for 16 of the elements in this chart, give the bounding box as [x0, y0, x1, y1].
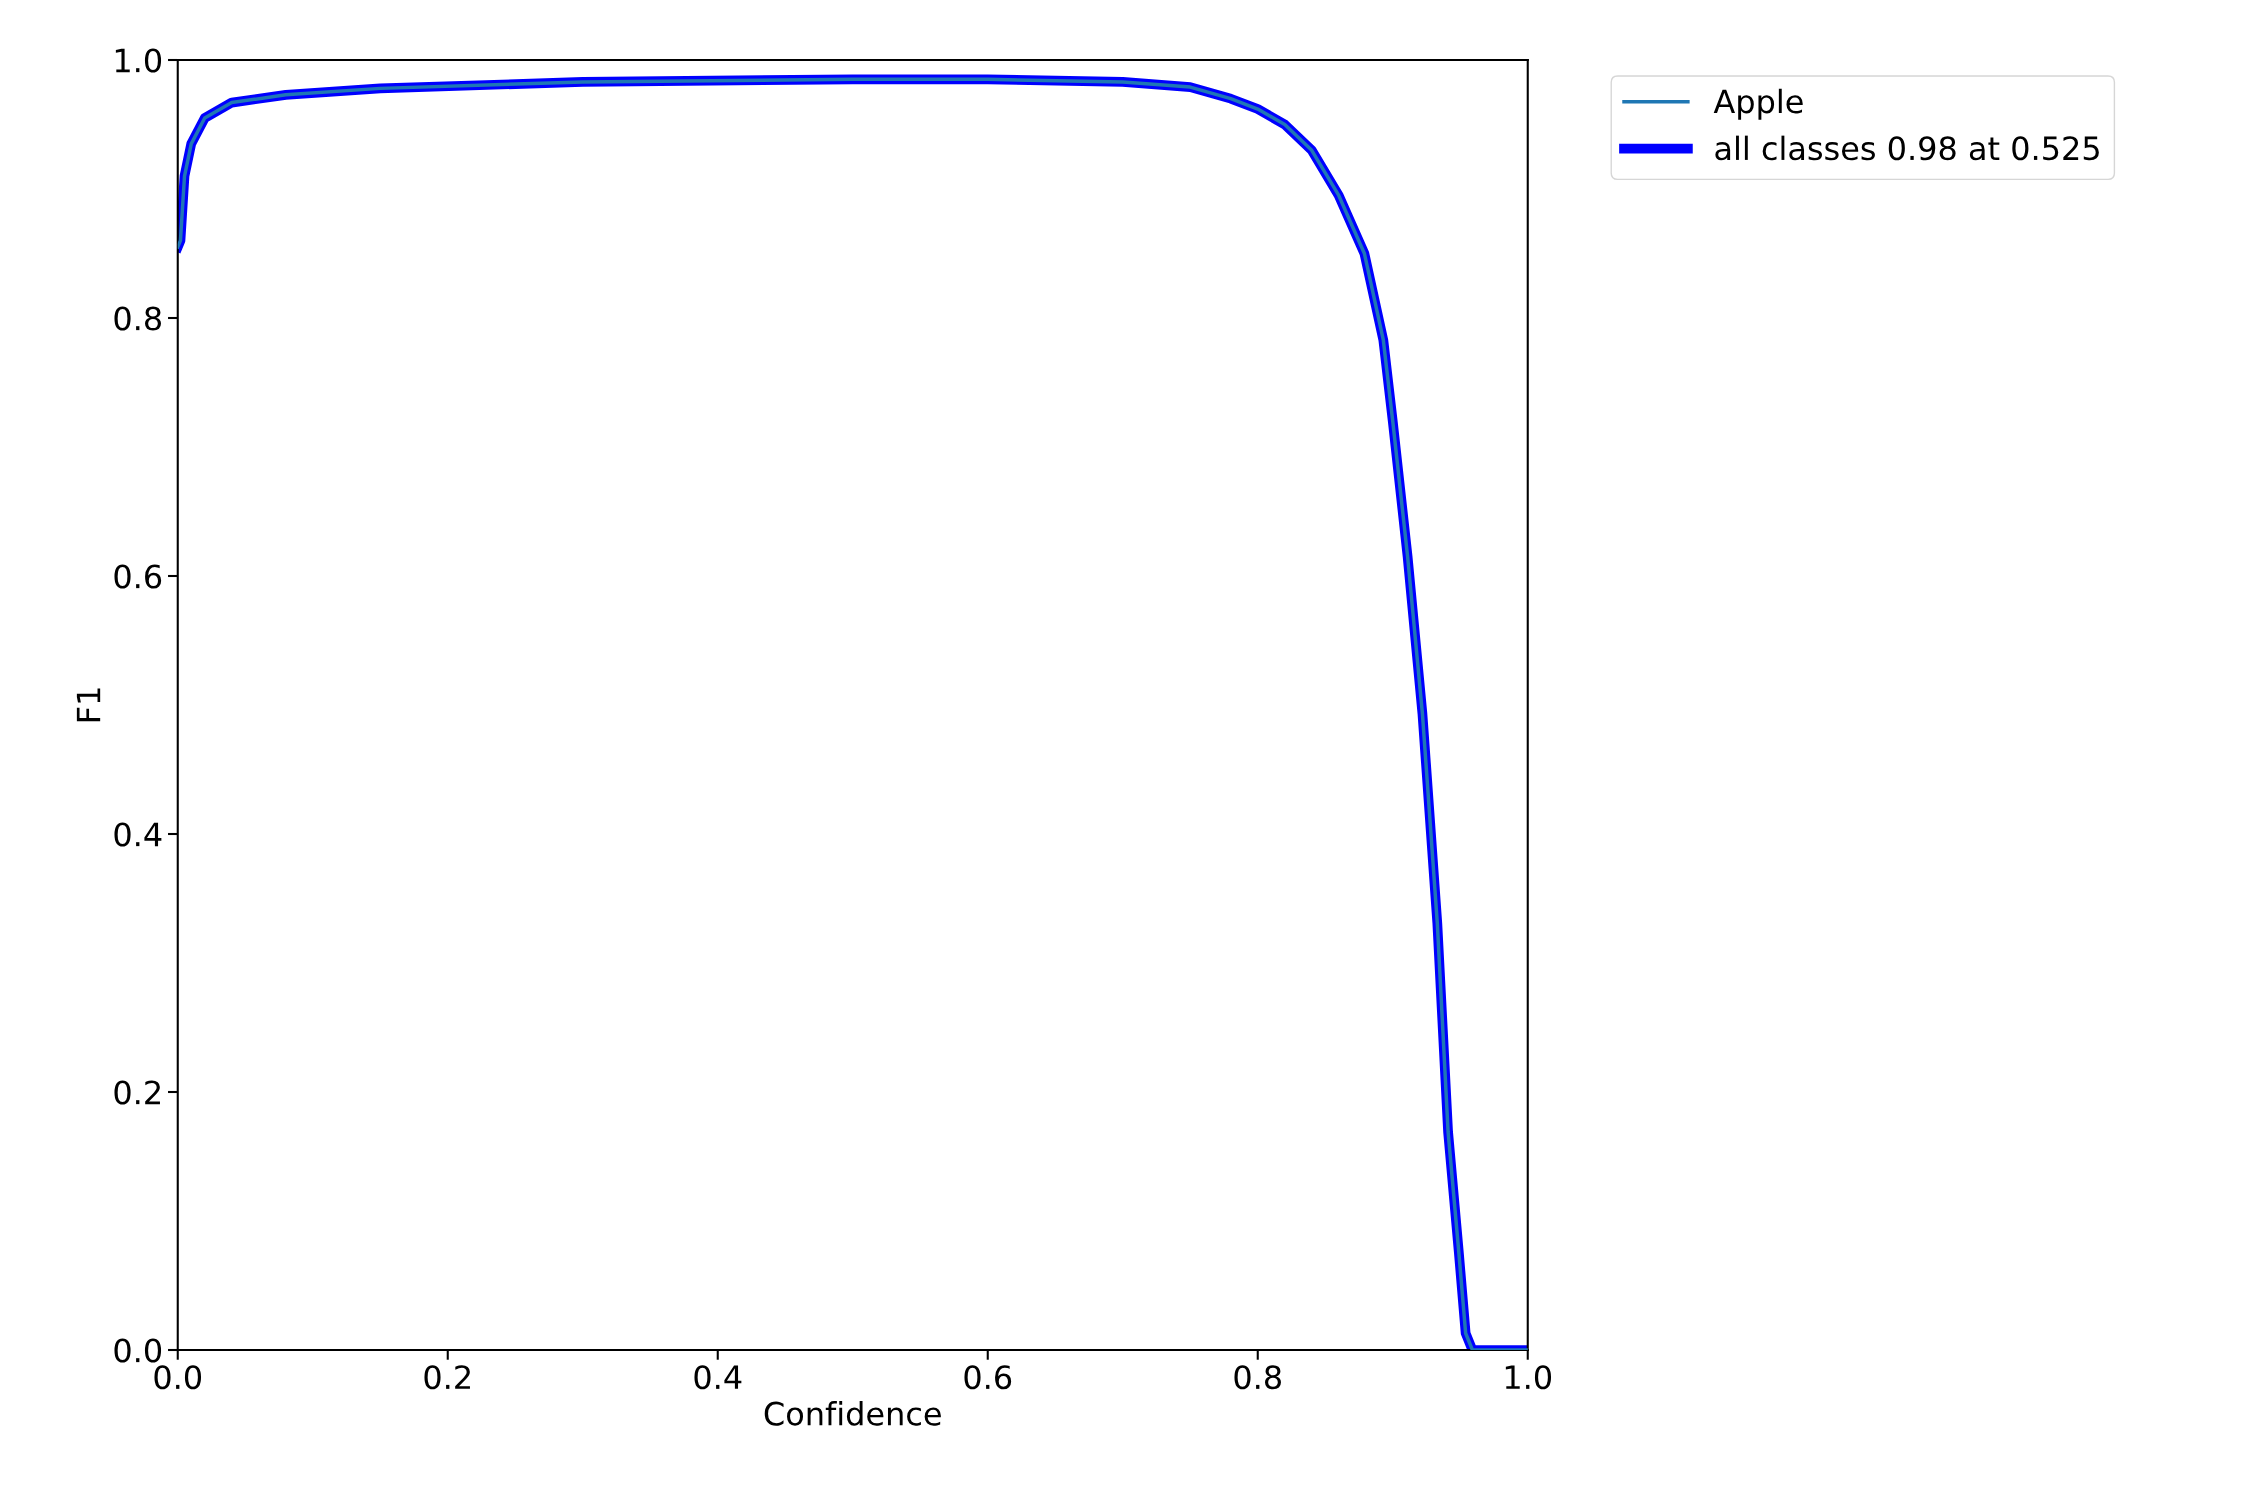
legend-label: all classes 0.98 at 0.525: [1715, 135, 2099, 161]
y-axis-title: F1: [76, 688, 101, 722]
y-tick-label: 0.8: [114, 306, 161, 331]
y-tick-label: 0.0: [114, 1338, 162, 1363]
y-tick-label: 1.0: [115, 48, 162, 73]
legend-label: Apple: [1713, 88, 1803, 120]
x-tick-label: 0.6: [964, 1365, 1012, 1390]
y-tick-label: 0.6: [114, 564, 162, 589]
x-axis-title: Confidence: [764, 1401, 941, 1426]
x-tick-label: 0.0: [154, 1365, 202, 1390]
x-tick-label: 0.4: [694, 1365, 742, 1390]
y-tick-label: 0.2: [114, 1080, 160, 1105]
x-tick-label: 0.2: [424, 1365, 470, 1390]
y-tick-label: 0.4: [114, 822, 162, 847]
x-tick-label: 0.8: [1234, 1365, 1281, 1390]
x-tick-label: 1.0: [1505, 1365, 1552, 1390]
